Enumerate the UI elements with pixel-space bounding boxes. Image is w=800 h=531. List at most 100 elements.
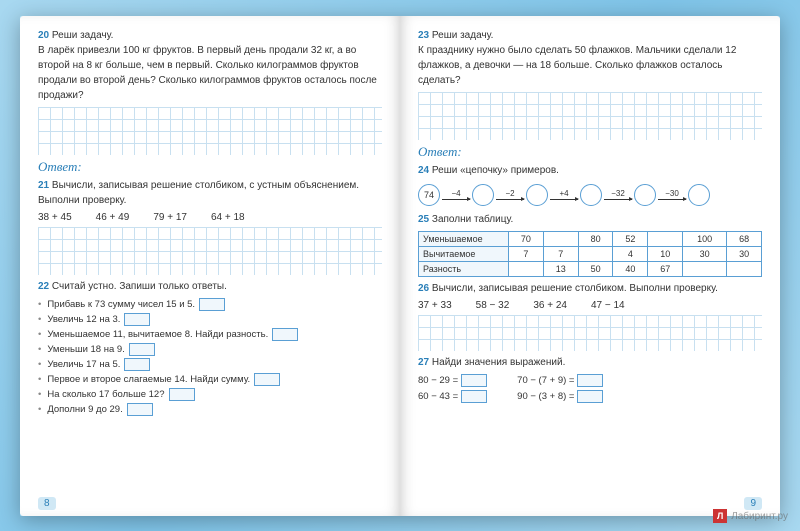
table-row: Разность13504067	[419, 261, 762, 276]
calc-item: 47 − 14	[591, 300, 625, 311]
oral-text: Увеличь 12 на 3.	[47, 314, 120, 325]
oral-item: Прибавь к 73 сумму чисел 15 и 5.	[38, 298, 382, 311]
table-cell: 30	[727, 246, 762, 261]
answer-box	[127, 403, 153, 416]
chain-circle	[472, 184, 494, 206]
oral-text: Прибавь к 73 сумму чисел 15 и 5.	[47, 299, 195, 310]
table-cell: 40	[613, 261, 648, 276]
work-grid	[418, 92, 762, 140]
table-row: Уменьшаемое70805210068	[419, 231, 762, 246]
chain-arrow: −30	[658, 189, 686, 200]
table-cell: 7	[543, 246, 578, 261]
work-grid	[38, 107, 382, 155]
chain-circle	[634, 184, 656, 206]
table-cell	[727, 261, 762, 276]
table-cell: 30	[683, 246, 727, 261]
answer-box	[272, 328, 298, 341]
chain-circle: 74	[418, 184, 440, 206]
task-body: В ларёк привезли 100 кг фруктов. В первы…	[38, 45, 377, 101]
task-number: 26	[418, 283, 429, 294]
task-24: 24 Реши «цепочку» примеров.	[418, 163, 762, 178]
calc-items: 37 + 33 58 − 32 36 + 24 47 − 14	[418, 300, 762, 311]
fill-table: Уменьшаемое70805210068Вычитаемое77410303…	[418, 231, 762, 277]
table-cell: 13	[543, 261, 578, 276]
answer-box	[129, 343, 155, 356]
watermark-logo-icon: Л	[713, 509, 727, 523]
table-cell: 4	[613, 246, 648, 261]
task-20: 20 Реши задачу. В ларёк привезли 100 кг …	[38, 28, 382, 103]
table-cell	[543, 231, 578, 246]
oral-text: Дополни 9 до 29.	[47, 404, 122, 415]
calc-item: 38 + 45	[38, 212, 72, 223]
arrow-line-icon	[604, 199, 632, 200]
task-number: 22	[38, 281, 49, 292]
task-27: 27 Найди значения выражений.	[418, 355, 762, 370]
calc-item: 36 + 24	[533, 300, 567, 311]
calc-item: 37 + 33	[418, 300, 452, 311]
arrow-line-icon	[550, 199, 578, 200]
expr-item: 80 − 29 =	[418, 374, 487, 387]
work-grid	[418, 315, 762, 351]
task-26: 26 Вычисли, записывая решение столбиком.…	[418, 281, 762, 296]
table-cell: 100	[683, 231, 727, 246]
chain-op: +4	[559, 189, 568, 198]
calc-item: 79 + 17	[153, 212, 187, 223]
row-label: Уменьшаемое	[419, 231, 509, 246]
oral-item: Уменьши 18 на 9.	[38, 343, 382, 356]
expr-text: 80 − 29 =	[418, 375, 458, 386]
answer-box	[169, 388, 195, 401]
answer-box	[254, 373, 280, 386]
task-body: К празднику нужно было сделать 50 флажко…	[418, 45, 736, 86]
answer-box	[124, 358, 150, 371]
chain-arrow: −2	[496, 189, 524, 200]
task-number: 20	[38, 30, 49, 41]
table-cell	[578, 246, 613, 261]
table-cell: 50	[578, 261, 613, 276]
task-23: 23 Реши задачу. К празднику нужно было с…	[418, 28, 762, 88]
table-cell: 80	[578, 231, 613, 246]
answer-box	[199, 298, 225, 311]
task-number: 21	[38, 180, 49, 191]
expr-item: 90 − (3 + 8) =	[517, 390, 603, 403]
chain-op: −4	[451, 189, 460, 198]
oral-text: На сколько 17 больше 12?	[47, 389, 164, 400]
expr-row: 80 − 29 = 70 − (7 + 9) =	[418, 374, 762, 387]
chain-op: −2	[505, 189, 514, 198]
task-number: 23	[418, 30, 429, 41]
expr-text: 60 − 43 =	[418, 391, 458, 402]
answer-label: Ответ:	[418, 144, 762, 160]
oral-list: Прибавь к 73 сумму чисел 15 и 5. Увеличь …	[38, 298, 382, 416]
row-label: Разность	[419, 261, 509, 276]
table-cell	[509, 261, 544, 276]
task-body: Вычисли, записывая решение столбиком. Вы…	[432, 283, 718, 294]
watermark: Л Лабиринт.ру	[713, 509, 788, 523]
oral-item: Дополни 9 до 29.	[38, 403, 382, 416]
task-title: Реши задачу.	[432, 30, 494, 41]
answer-box	[461, 374, 487, 387]
task-number: 24	[418, 165, 429, 176]
answer-box	[461, 390, 487, 403]
arrow-line-icon	[496, 199, 524, 200]
oral-text: Уменьшаемое 11, вычитаемое 8. Найди разн…	[47, 329, 268, 340]
arrow-line-icon	[442, 199, 470, 200]
workbook-spread: 20 Реши задачу. В ларёк привезли 100 кг …	[20, 16, 780, 516]
chain-op: −30	[665, 189, 679, 198]
expr-text: 90 − (3 + 8) =	[517, 391, 574, 402]
chain-arrow: −4	[442, 189, 470, 200]
table-cell: 68	[727, 231, 762, 246]
expr-item: 60 − 43 =	[418, 390, 487, 403]
work-grid	[38, 227, 382, 275]
oral-text: Первое и второе слагаемые 14. Найди сумм…	[47, 374, 250, 385]
chain-circle	[526, 184, 548, 206]
watermark-text: Лабиринт.ру	[731, 511, 788, 522]
page-right: 23 Реши задачу. К празднику нужно было с…	[400, 16, 780, 516]
task-body: Считай устно. Запиши только ответы.	[52, 281, 227, 292]
answer-label: Ответ:	[38, 159, 382, 175]
answer-box	[124, 313, 150, 326]
chain-arrow: −32	[604, 189, 632, 200]
task-number: 25	[418, 214, 429, 225]
oral-item: Уменьшаемое 11, вычитаемое 8. Найди разн…	[38, 328, 382, 341]
expr-item: 70 − (7 + 9) =	[517, 374, 603, 387]
chain-circle	[580, 184, 602, 206]
answer-box	[577, 374, 603, 387]
